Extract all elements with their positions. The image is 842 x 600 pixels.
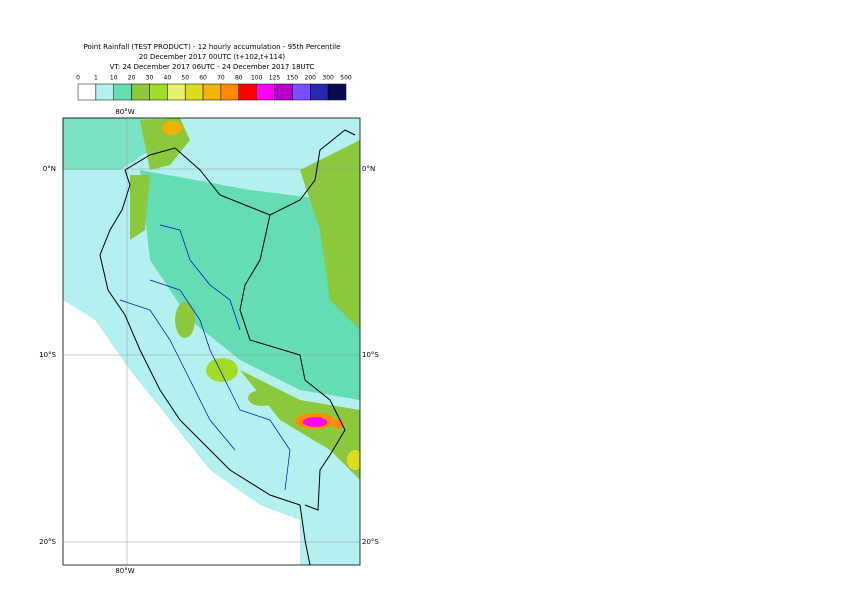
title: Point Rainfall (TEST PRODUCT) - 12 hourl… [84, 43, 341, 51]
lat-label: 10°S [39, 351, 56, 359]
legend-swatch [327, 83, 347, 101]
legend-swatch [95, 83, 114, 101]
legend-label: 200 [305, 75, 317, 82]
legend-swatch [184, 83, 204, 101]
legend-label: 40 [164, 75, 172, 82]
lat-label: 20°S [39, 538, 56, 546]
map-frame [62, 117, 361, 566]
legend-swatch [274, 83, 293, 101]
legend-swatch [77, 83, 97, 101]
legend-label: 1 [94, 75, 98, 82]
legend-swatch [220, 83, 240, 101]
legend-swatch [256, 83, 275, 101]
legend-swatch [131, 83, 150, 101]
legend-swatch [167, 83, 186, 101]
legend-label: 70 [217, 75, 225, 82]
lat-label: 10°S [362, 351, 379, 359]
lat-label: 0°N [43, 165, 56, 173]
legend-label: 30 [146, 75, 154, 82]
lat-label: 0°N [362, 165, 375, 173]
legend-swatch [238, 83, 257, 101]
legend-label: 10 [110, 75, 118, 82]
legend-label: 150 [287, 75, 299, 82]
legend-label: 80 [235, 75, 243, 82]
legend-label: 50 [181, 75, 189, 82]
map [63, 118, 360, 565]
validity: VT: 24 December 2017 06UTC - 24 December… [110, 63, 315, 71]
run-time: 20 December 2017 00UTC (t+102,t+114) [139, 53, 286, 61]
legend-swatch [202, 83, 222, 101]
legend-label: 60 [199, 75, 207, 82]
lat-label: 20°S [362, 538, 379, 546]
legend-label: 100 [251, 75, 263, 82]
legend-label: 300 [322, 75, 334, 82]
lon-label: 80°W [115, 108, 134, 116]
legend-swatch [149, 83, 168, 101]
legend-swatch [292, 83, 311, 101]
lon-label: 80°W [115, 567, 134, 575]
legend-label: 20 [128, 75, 136, 82]
legend-label: 125 [269, 75, 281, 82]
legend-swatch [113, 83, 132, 101]
legend-label: 0 [76, 75, 80, 82]
legend: 0 1 10 20 30 40 50 60 70 80 100 125 150 200 300 500 [76, 75, 352, 101]
legend-label: 500 [340, 75, 352, 82]
legend-swatch [310, 83, 329, 101]
